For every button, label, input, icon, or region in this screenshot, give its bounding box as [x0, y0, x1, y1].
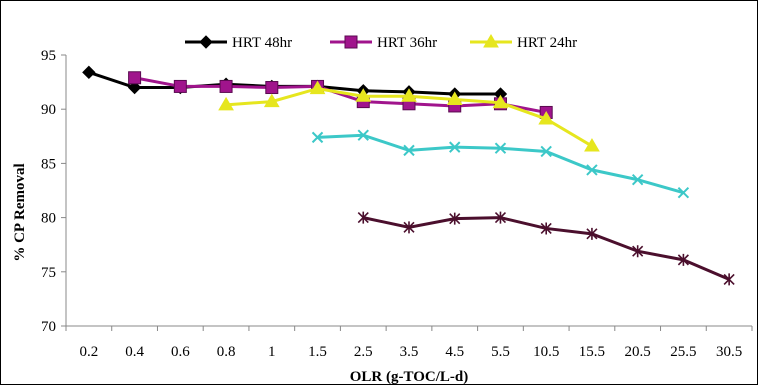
data-point-triangle [492, 94, 509, 109]
data-point-star [723, 273, 735, 286]
x-tick-label: 25.5 [670, 344, 696, 360]
data-point-triangle [584, 138, 600, 152]
legend-label: HRT 36hr [377, 35, 437, 51]
legend-label: HRT 48hr [232, 35, 292, 51]
x-tick-label: 5.5 [491, 344, 510, 360]
x-tick-label: 0.6 [171, 344, 190, 360]
series-line [88, 70, 501, 96]
data-point-x [540, 145, 552, 158]
x-tick-label: 20.5 [625, 344, 651, 360]
data-point-diamond [82, 65, 96, 80]
data-point-square [128, 71, 142, 85]
data-point-diamond [127, 80, 142, 95]
data-point-triangle [218, 96, 234, 111]
data-point-square [173, 79, 187, 93]
y-tick-label: 70 [41, 319, 56, 335]
data-point-star [357, 211, 369, 224]
series-layer [82, 65, 735, 286]
x-tick-label: 2.5 [354, 344, 373, 360]
data-point-star [494, 211, 507, 224]
legend-item: HRT 36hr [330, 35, 437, 51]
y-tick-label: 75 [41, 265, 56, 281]
x-tick-label: 4.5 [445, 344, 464, 360]
data-point-star [586, 227, 598, 240]
series-4 [357, 211, 735, 286]
x-axis-title: OLR (g-TOC/L-d) [350, 369, 468, 385]
data-point-star [540, 222, 552, 235]
data-point-triangle [401, 88, 417, 102]
x-ticks: 0.2 0.4 0.6 0.8 1 1.5 2.5 3.5 4.5 5.5 10.5 15.5 20.5… [65, 326, 753, 360]
data-point-diamond [199, 35, 213, 49]
data-point-triangle [538, 110, 555, 125]
data-point-square [344, 35, 358, 49]
legend-label: HRT 24hr [517, 35, 577, 51]
y-ticks: 70 75 80 85 90 95 [41, 48, 66, 335]
y-axis-title: % CP Removal [12, 163, 28, 261]
x-tick-label: 0.2 [79, 344, 98, 360]
data-point-star [403, 221, 415, 234]
data-point-triangle [263, 93, 280, 108]
y-tick-label: 95 [41, 48, 56, 64]
x-tick-label: 1 [268, 344, 276, 360]
data-point-x [357, 129, 369, 141]
axes [65, 55, 752, 327]
data-point-x [631, 173, 644, 186]
data-point-square [265, 81, 279, 95]
data-point-star [449, 212, 461, 225]
series-3 [311, 129, 690, 199]
legend-item: HRT 48hr [185, 35, 292, 51]
data-point-triangle [355, 88, 372, 102]
x-tick-label: 10.5 [533, 344, 559, 360]
data-point-triangle [446, 91, 463, 105]
data-point-x [677, 186, 690, 199]
legend: HRT 48hr HRT 36hr HRT 24hr [185, 34, 577, 51]
y-tick-label: 90 [41, 102, 56, 118]
data-point-triangle [309, 80, 326, 95]
x-tick-label: 30.5 [716, 344, 742, 360]
x-tick-label: 0.4 [125, 344, 144, 360]
data-point-star [632, 245, 644, 258]
legend-item: HRT 24hr [470, 34, 577, 51]
data-point-square [219, 79, 233, 93]
data-point-x [403, 144, 415, 157]
data-point-triangle [483, 34, 499, 48]
data-point-x [494, 142, 507, 154]
x-tick-label: 0.8 [217, 344, 236, 360]
x-tick-label: 1.5 [308, 344, 327, 360]
x-tick-label: 15.5 [579, 344, 605, 360]
y-tick-label: 80 [41, 211, 56, 227]
series-line [317, 133, 684, 195]
data-point-x [449, 141, 461, 153]
series-line [134, 76, 547, 114]
x-tick-label: 3.5 [400, 344, 419, 360]
data-point-star [677, 253, 689, 266]
data-point-x [586, 164, 598, 176]
series-2 [218, 80, 600, 152]
y-tick-label: 85 [41, 156, 56, 172]
data-point-x [311, 131, 324, 144]
